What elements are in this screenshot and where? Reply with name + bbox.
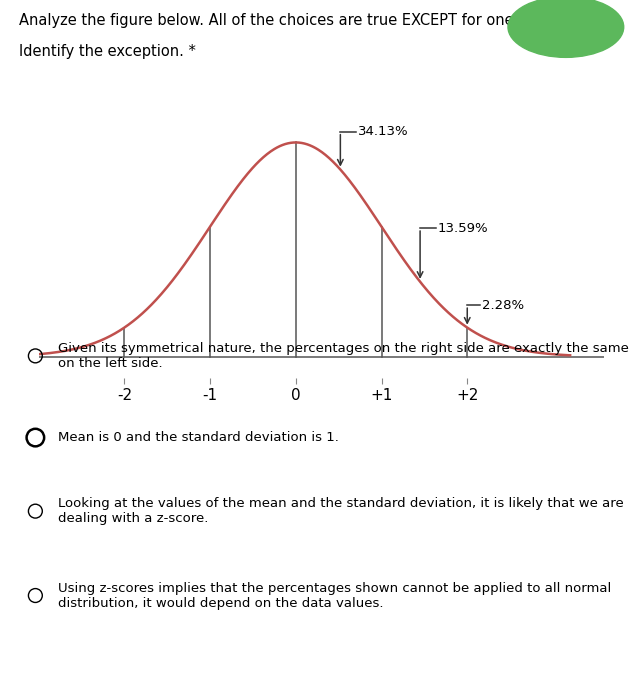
Text: Analyze the figure below. All of the choices are true EXCEPT for one.: Analyze the figure below. All of the cho… <box>19 14 519 28</box>
Point <box>638 240 643 250</box>
Ellipse shape <box>508 0 624 57</box>
Text: 2.28%: 2.28% <box>482 299 524 312</box>
Point <box>638 0 643 11</box>
Text: Looking at the values of the mean and the standard deviation, it is likely that : Looking at the values of the mean and th… <box>58 497 624 525</box>
Text: Identify the exception. *: Identify the exception. * <box>19 44 196 59</box>
Text: Given its symmetrical nature, the percentages on the right side are exactly the : Given its symmetrical nature, the percen… <box>58 342 629 370</box>
Text: 34.13%: 34.13% <box>358 126 408 138</box>
Point <box>638 148 643 159</box>
Text: Mean is 0 and the standard deviation is 1.: Mean is 0 and the standard deviation is … <box>58 431 339 444</box>
Point <box>638 155 643 166</box>
Text: Using z-scores implies that the percentages shown cannot be applied to all norma: Using z-scores implies that the percenta… <box>58 582 611 610</box>
Text: 13.59%: 13.59% <box>437 221 488 235</box>
